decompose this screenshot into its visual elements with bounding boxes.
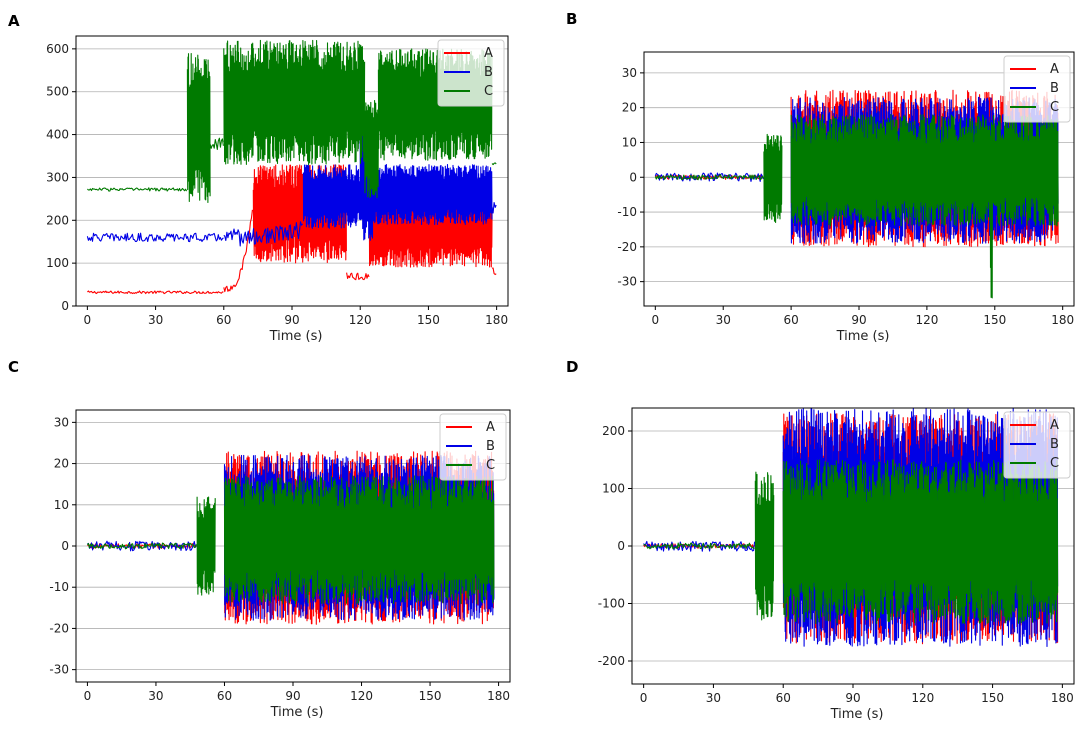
x-axis-label-c: Time (s) (270, 705, 324, 720)
x-tick-label-b-5: 150 (983, 313, 1006, 327)
y-tick-label-d-4: 200 (602, 424, 625, 438)
y-tick-label-b-6: 30 (622, 66, 637, 80)
series-group-a (86, 39, 497, 295)
chart-panel-b: -30 -20 -10 0 10 20 30 0 30 60 90 120 150 180 Time (s)… (617, 51, 1075, 344)
legend-label-b-a: A (1050, 62, 1059, 77)
x-tick-label-b-4: 120 (915, 313, 938, 327)
legend-label-a-c: C (484, 84, 493, 99)
x-tick-label-d-6: 180 (1051, 691, 1074, 705)
chart-panel-d: -200 -100 0 100 200 0 30 60 90 120 150 180 Time (s) A… (598, 407, 1075, 722)
y-tick-label-a-5: 500 (46, 85, 69, 99)
y-tick-label-b-3: 0 (629, 170, 637, 184)
series-group-d (643, 408, 1059, 648)
legend-a: ABC (437, 39, 505, 107)
legend-d: ABC (1003, 411, 1071, 479)
x-tick-label-a-6: 180 (485, 313, 508, 327)
series-line-a-c (87, 39, 497, 204)
y-tick-label-c-5: 20 (54, 457, 69, 471)
x-axis-label-d: Time (s) (830, 707, 884, 722)
series-group-c (86, 450, 495, 625)
x-tick-label-a-5: 150 (417, 313, 440, 327)
y-tick-label-a-0: 0 (61, 299, 69, 313)
series-group-b (654, 89, 1059, 299)
x-tick-label-b-3: 90 (851, 313, 866, 327)
x-tick-label-c-1: 30 (148, 689, 163, 703)
x-tick-label-b-0: 0 (651, 313, 659, 327)
chart-panel-a: 0 100 200 300 400 500 600 0 30 60 90 120 150 180 Time … (46, 35, 509, 344)
y-tick-label-c-6: 30 (54, 415, 69, 429)
x-tick-label-a-4: 120 (349, 313, 372, 327)
legend-box-b (1003, 55, 1071, 123)
y-tick-label-a-4: 400 (46, 128, 69, 142)
y-tick-label-b-5: 20 (622, 101, 637, 115)
legend-box-a (437, 39, 505, 107)
y-tick-label-c-1: -20 (49, 621, 69, 635)
legend-label-d-b: B (1050, 437, 1059, 452)
legend-label-c-a: A (486, 420, 495, 435)
legend-c: ABC (439, 413, 507, 481)
x-tick-label-c-5: 150 (419, 689, 442, 703)
y-tick-label-d-2: 0 (617, 539, 625, 553)
legend-label-c-c: C (486, 458, 495, 473)
panel-letter-a: A (8, 12, 20, 30)
y-tick-label-b-2: -10 (617, 205, 637, 219)
y-tick-label-c-4: 10 (54, 498, 69, 512)
y-tick-label-c-0: -30 (49, 663, 69, 677)
y-tick-label-a-1: 100 (46, 256, 69, 270)
panel-letter-b: B (566, 10, 577, 28)
x-tick-label-d-1: 30 (706, 691, 721, 705)
legend-label-d-a: A (1050, 418, 1059, 433)
x-axis-label-b: Time (s) (836, 329, 890, 344)
series-line-a-b (86, 125, 497, 247)
x-tick-label-a-3: 90 (284, 313, 299, 327)
y-tick-label-a-6: 600 (46, 42, 69, 56)
panel-letter-c: C (8, 358, 19, 376)
legend-label-a-b: B (484, 65, 493, 80)
y-tick-label-b-4: 10 (622, 135, 637, 149)
x-tick-label-d-3: 90 (845, 691, 860, 705)
x-axis-label-a: Time (s) (269, 329, 323, 344)
x-tick-label-b-2: 60 (783, 313, 798, 327)
series-line-b-c (654, 114, 1059, 299)
legend-box-d (1003, 411, 1071, 479)
series-line-c-c (86, 475, 495, 605)
x-tick-label-d-5: 150 (981, 691, 1004, 705)
x-tick-label-c-3: 90 (285, 689, 300, 703)
y-tick-label-c-3: 0 (61, 539, 69, 553)
x-tick-label-b-6: 180 (1051, 313, 1074, 327)
y-tick-label-a-3: 300 (46, 170, 69, 184)
y-tick-label-d-3: 100 (602, 482, 625, 496)
x-tick-label-c-2: 60 (217, 689, 232, 703)
x-tick-label-a-0: 0 (84, 313, 92, 327)
panel-letter-d: D (566, 358, 578, 376)
x-tick-label-d-4: 120 (911, 691, 934, 705)
legend-b: ABC (1003, 55, 1071, 123)
y-tick-label-d-0: -200 (598, 654, 625, 668)
y-tick-label-a-2: 200 (46, 213, 69, 227)
legend-label-c-b: B (486, 439, 495, 454)
x-tick-label-c-0: 0 (84, 689, 92, 703)
x-tick-label-c-6: 180 (487, 689, 510, 703)
legend-box-c (439, 413, 507, 481)
legend-label-d-c: C (1050, 456, 1059, 471)
x-tick-label-a-2: 60 (216, 313, 231, 327)
y-tick-label-c-2: -10 (49, 580, 69, 594)
chart-panel-c: -30 -20 -10 0 10 20 30 0 30 60 90 120 150 180 Time (s)… (49, 409, 511, 720)
x-tick-label-d-2: 60 (776, 691, 791, 705)
legend-label-a-a: A (484, 46, 493, 61)
x-tick-label-a-1: 30 (148, 313, 163, 327)
legend-label-b-b: B (1050, 81, 1059, 96)
legend-label-b-c: C (1050, 100, 1059, 115)
x-tick-label-d-0: 0 (640, 691, 648, 705)
y-tick-label-b-0: -30 (617, 275, 637, 289)
y-tick-label-d-1: -100 (598, 597, 625, 611)
y-tick-label-b-1: -20 (617, 240, 637, 254)
x-tick-label-b-1: 30 (716, 313, 731, 327)
series-line-a-a (87, 164, 497, 295)
x-tick-label-c-4: 120 (350, 689, 373, 703)
series-line-d-c (643, 459, 1059, 625)
